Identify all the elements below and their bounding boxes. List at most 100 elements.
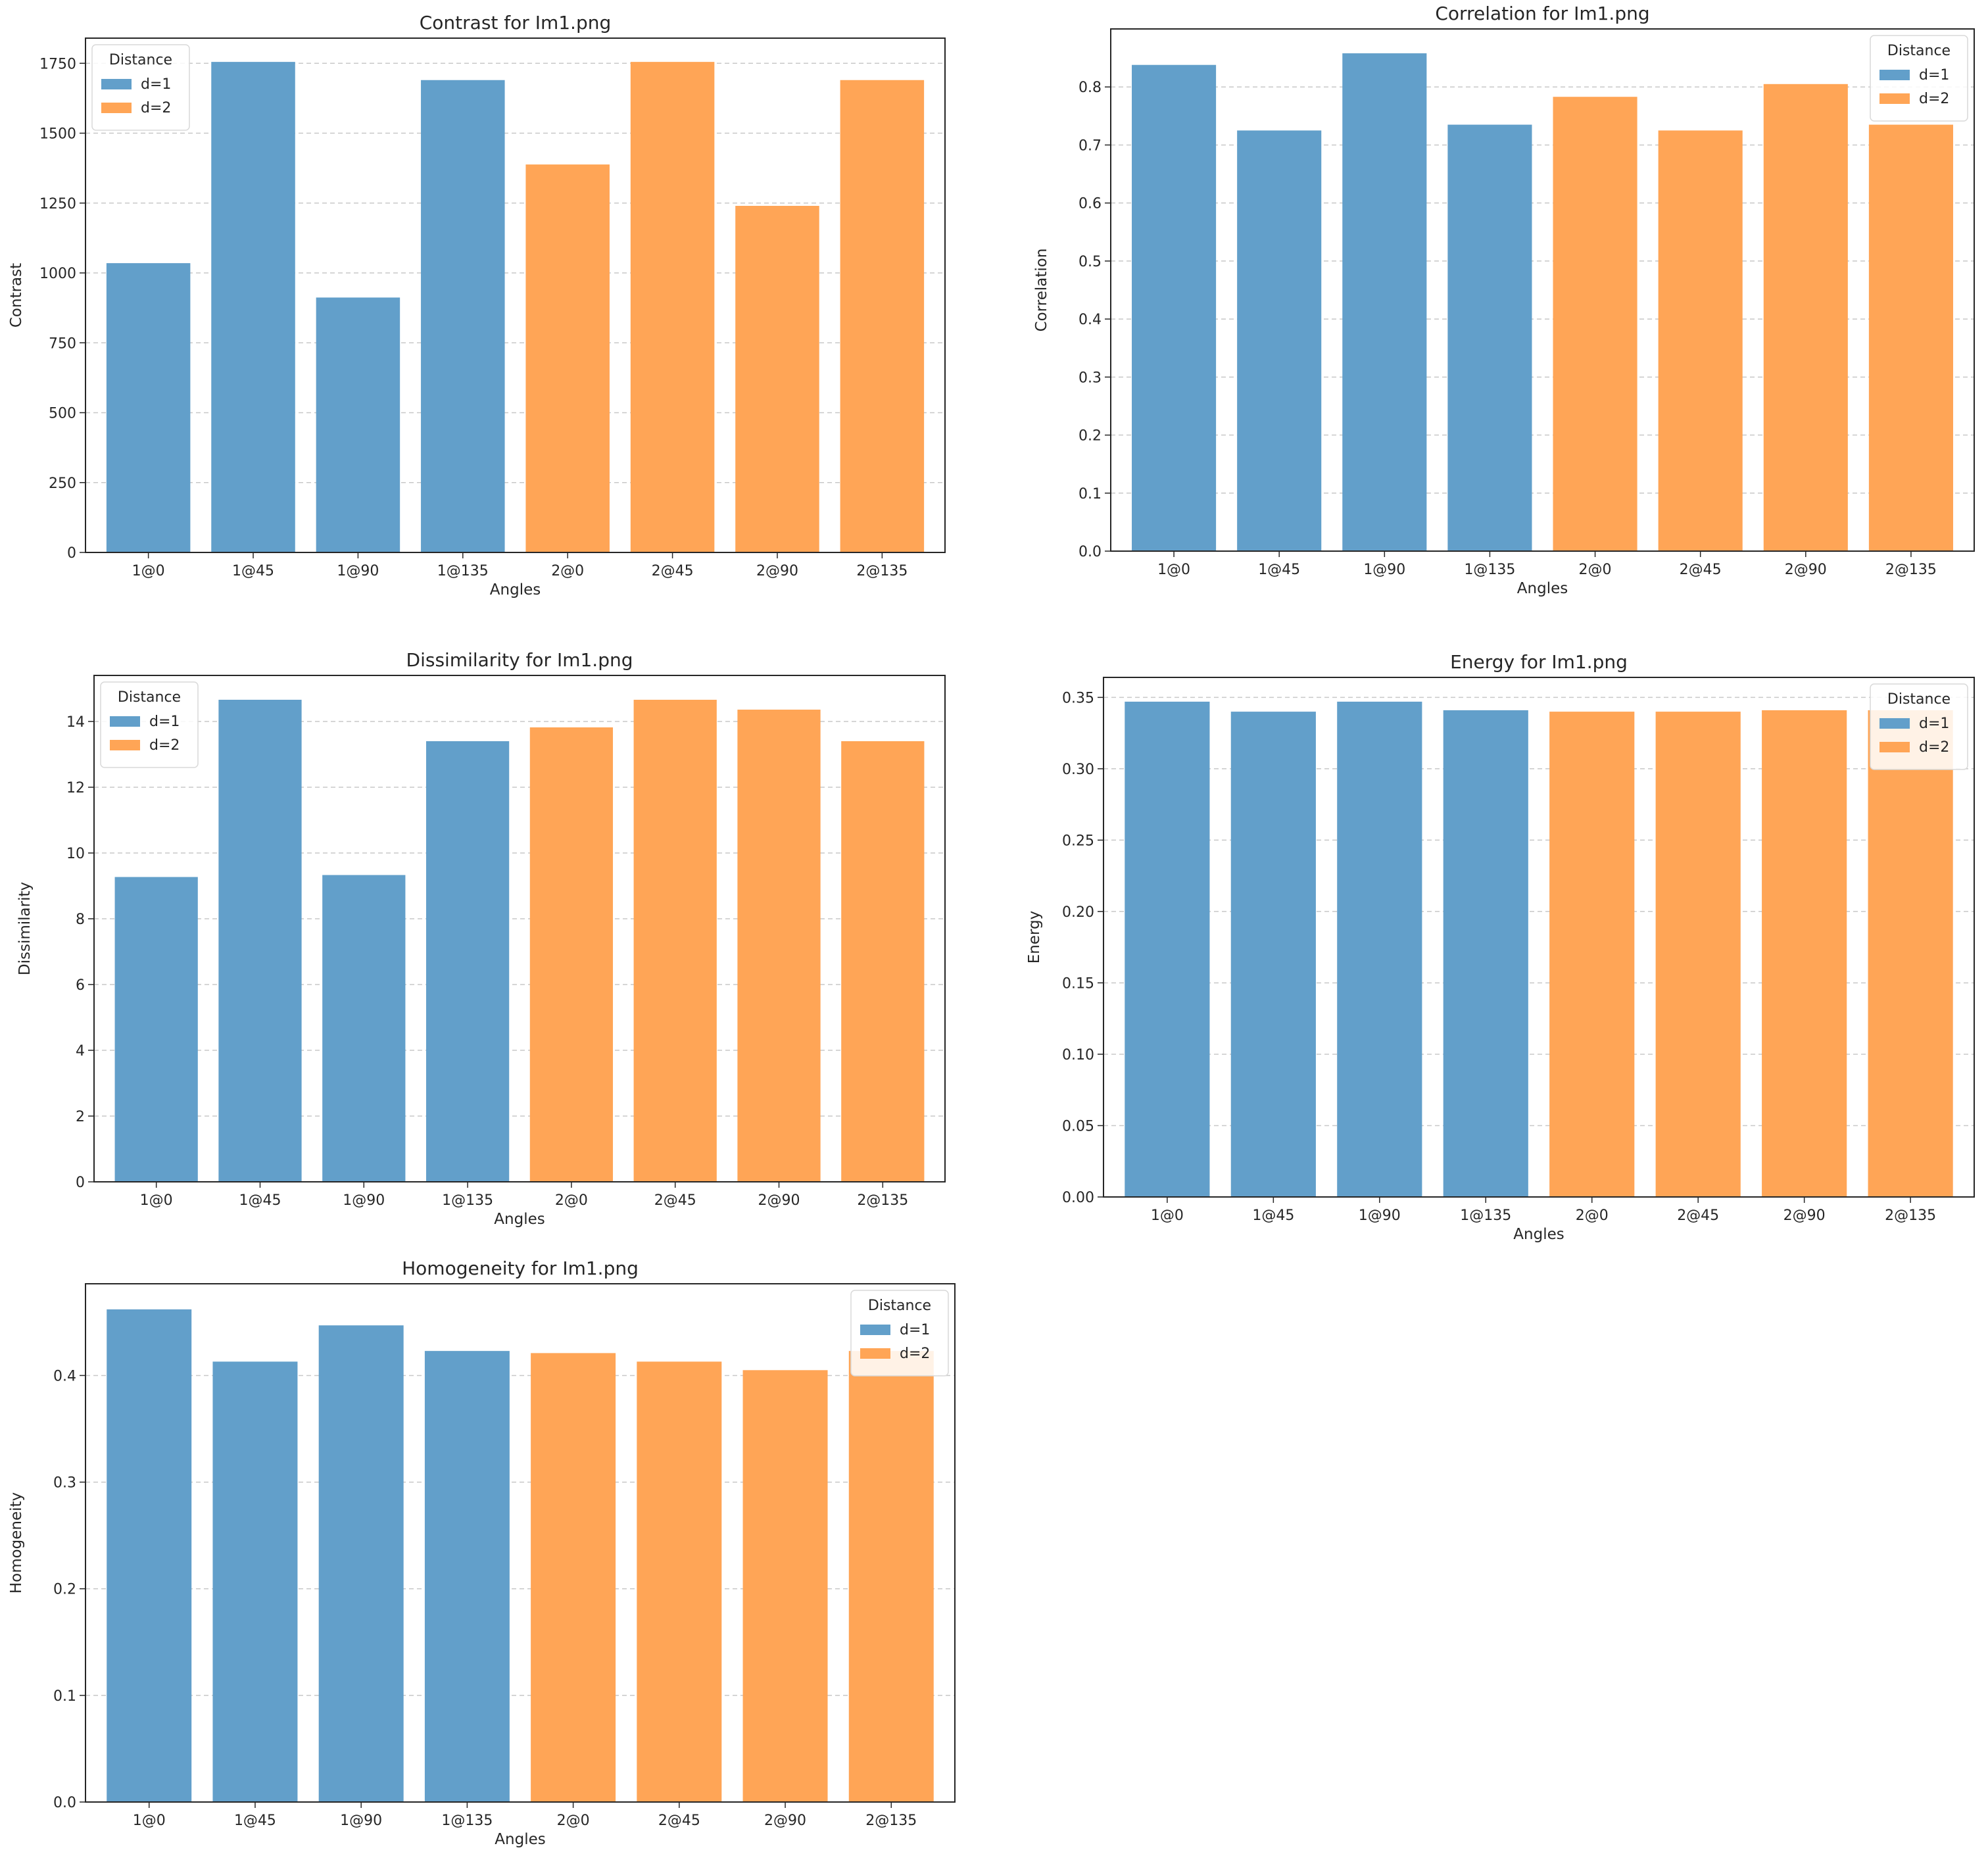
bar-2-at-135: [848, 1351, 934, 1802]
bar-1-at-135: [425, 741, 510, 1182]
bar-2-at-90: [1762, 710, 1847, 1197]
chart-title: Homogeneity for Im1.png: [402, 1257, 639, 1279]
y-axis-label: Contrast: [8, 263, 25, 328]
y-tick-label: 0.25: [1062, 833, 1094, 849]
y-tick-label: 0.10: [1062, 1047, 1094, 1063]
x-tick-label: 1@135: [1460, 1207, 1511, 1224]
x-tick-label: 2@90: [756, 563, 798, 579]
y-tick-label: 0.0: [53, 1795, 76, 1811]
y-tick-label: 0.3: [1079, 370, 1102, 386]
axes-frame: [85, 1283, 956, 1803]
x-tick-label: 2@0: [1576, 1207, 1609, 1224]
legend-swatch: [1879, 70, 1910, 80]
legend-label: d=1: [1919, 716, 1949, 732]
bar-2-at-45: [1655, 712, 1741, 1197]
bar-1-at-45: [212, 1361, 298, 1802]
y-tick-label: 0.4: [53, 1368, 76, 1384]
bar-2-at-90: [742, 1370, 828, 1802]
chart-title: Contrast for Im1.png: [420, 12, 611, 34]
bar-1-at-135: [421, 80, 505, 552]
x-tick-label: 2@0: [1579, 562, 1612, 578]
legend-title: Distance: [118, 689, 181, 706]
x-axis-label: Angles: [495, 1831, 545, 1848]
axes-frame: [1103, 677, 1975, 1198]
legend-label: d=1: [1919, 67, 1949, 84]
y-tick-label: 6: [76, 977, 85, 994]
y-tick-label: 0.35: [1062, 690, 1094, 706]
bar-1-at-0: [114, 877, 198, 1182]
x-tick-label: 2@135: [857, 1192, 908, 1209]
bar-2-at-0: [525, 164, 610, 553]
x-tick-label: 1@135: [437, 563, 489, 579]
legend-label: d=2: [149, 737, 180, 754]
legend-swatch: [101, 79, 132, 89]
x-tick-label: 2@0: [551, 563, 584, 579]
bar-2-at-45: [1658, 130, 1743, 551]
legend-title: Distance: [868, 1298, 931, 1314]
legend-label: d=2: [1919, 91, 1949, 107]
bar-2-at-0: [1553, 97, 1637, 552]
energy-chart: 0.00 0.05 0.10 0.15 0.20 0.25 0.30 0.35 1@0 1@45 1…: [1026, 651, 1975, 1243]
bar-1-at-45: [1230, 712, 1316, 1197]
bar-2-at-45: [633, 700, 717, 1182]
y-tick-label: 1500: [39, 126, 76, 143]
bar-2-at-90: [735, 206, 819, 552]
y-tick-label: 0.7: [1079, 137, 1102, 154]
y-tick-label: 0.1: [53, 1688, 76, 1705]
y-axis-label: Homogeneity: [8, 1492, 25, 1594]
y-tick-label: 0.3: [53, 1475, 76, 1492]
bar-1-at-0: [1132, 64, 1217, 552]
y-tick-label: 0.6: [1079, 196, 1102, 212]
legend-swatch: [110, 740, 140, 750]
bar-2-at-135: [840, 80, 925, 552]
y-tick-label: 10: [66, 846, 85, 862]
x-tick-label: 2@90: [764, 1813, 806, 1829]
y-axis-label: Correlation: [1033, 249, 1050, 332]
x-tick-label: 1@135: [442, 1192, 493, 1209]
x-tick-label: 1@90: [1359, 1207, 1401, 1224]
x-tick-label: 2@0: [555, 1192, 588, 1209]
x-tick-label: 2@45: [652, 563, 694, 579]
x-tick-label: 1@45: [1252, 1207, 1294, 1224]
bar-2-at-0: [1549, 712, 1635, 1197]
legend-label: d=2: [900, 1346, 930, 1362]
x-tick-label: 1@135: [441, 1813, 493, 1829]
x-tick-label: 2@45: [658, 1813, 700, 1829]
bar-1-at-90: [1342, 53, 1427, 551]
x-tick-label: 1@0: [1157, 562, 1190, 578]
y-tick-label: 1000: [39, 266, 76, 282]
y-tick-label: 0.00: [1062, 1190, 1094, 1206]
x-axis-label: Angles: [1513, 1226, 1564, 1243]
legend-label: d=1: [141, 76, 171, 93]
bar-2-at-90: [1763, 84, 1848, 552]
bar-1-at-135: [1443, 710, 1528, 1197]
legend: Distance d=1 d=2: [1870, 683, 1968, 770]
y-axis-label: Energy: [1026, 911, 1043, 964]
y-tick-label: 0.4: [1079, 312, 1102, 328]
chart-title: Correlation for Im1.png: [1435, 3, 1649, 24]
bar-1-at-90: [318, 1325, 404, 1802]
x-tick-label: 2@90: [758, 1192, 800, 1209]
x-tick-label: 1@0: [133, 1813, 166, 1829]
x-tick-label: 2@45: [1680, 562, 1722, 578]
x-tick-label: 1@45: [1258, 562, 1300, 578]
x-tick-label: 2@90: [1785, 562, 1827, 578]
x-tick-label: 2@0: [557, 1813, 590, 1829]
x-tick-label: 1@45: [239, 1192, 281, 1209]
x-tick-label: 2@45: [654, 1192, 696, 1209]
x-tick-label: 1@90: [343, 1192, 385, 1209]
homogeneity-chart: 0.0 0.1 0.2 0.3 0.4 1@0 1@45 1@90 1@135 2@0 2@45 2@…: [8, 1257, 956, 1848]
x-tick-label: 1@45: [234, 1813, 276, 1829]
legend-label: d=2: [141, 100, 171, 116]
chart-title: Energy for Im1.png: [1450, 651, 1628, 673]
y-tick-label: 500: [49, 406, 76, 422]
y-tick-label: 8: [76, 912, 85, 928]
x-tick-label: 1@135: [1464, 562, 1515, 578]
legend-title: Distance: [1887, 43, 1951, 59]
y-tick-label: 0: [76, 1175, 85, 1191]
y-tick-label: 250: [49, 475, 76, 492]
bar-2-at-0: [531, 1353, 616, 1802]
bar-1-at-135: [1447, 124, 1532, 552]
x-tick-label: 2@135: [1885, 1207, 1936, 1224]
